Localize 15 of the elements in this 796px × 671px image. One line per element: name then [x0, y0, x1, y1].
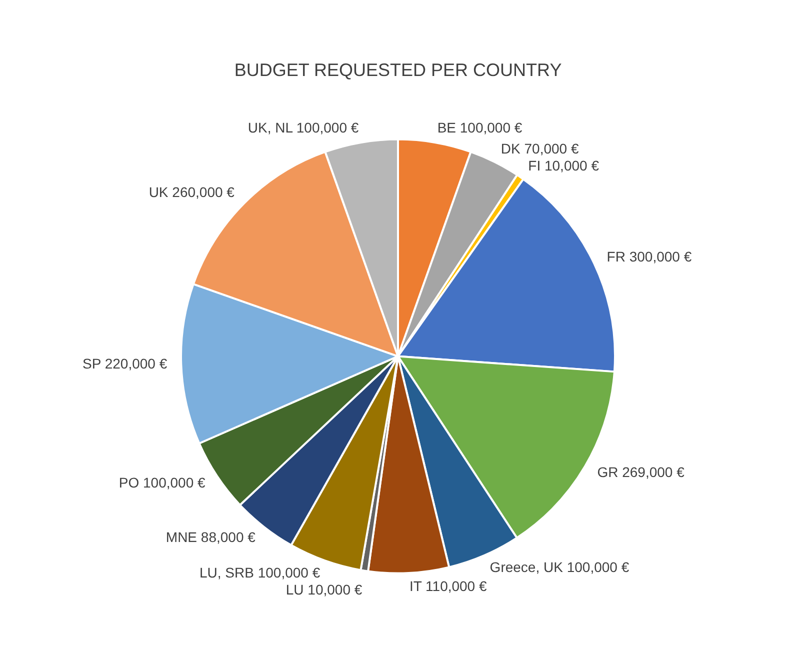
slice-label: BE 100,000 €: [437, 120, 522, 136]
slice-label: LU 10,000 €: [286, 582, 362, 598]
slice-label: FR 300,000 €: [606, 248, 692, 264]
slice-label: UK, NL 100,000 €: [248, 120, 359, 136]
chart-title: BUDGET REQUESTED PER COUNTRY: [234, 60, 562, 80]
slice-label: Greece, UK 100,000 €: [490, 559, 630, 576]
slice-label: UK 260,000 €: [148, 184, 235, 200]
slice-label: FI 10,000 €: [528, 157, 600, 174]
slice-label: PO 100,000 €: [118, 474, 206, 491]
slice-label: DK 70,000 €: [500, 140, 579, 156]
slice-label: LU, SRB 100,000 €: [200, 564, 320, 581]
slice-label: IT 110,000 €: [409, 578, 487, 594]
slice-label: GR 269,000 €: [597, 464, 685, 480]
slice-label: SP 220,000 €: [82, 356, 168, 372]
slice-label: MNE 88,000 €: [166, 528, 256, 545]
